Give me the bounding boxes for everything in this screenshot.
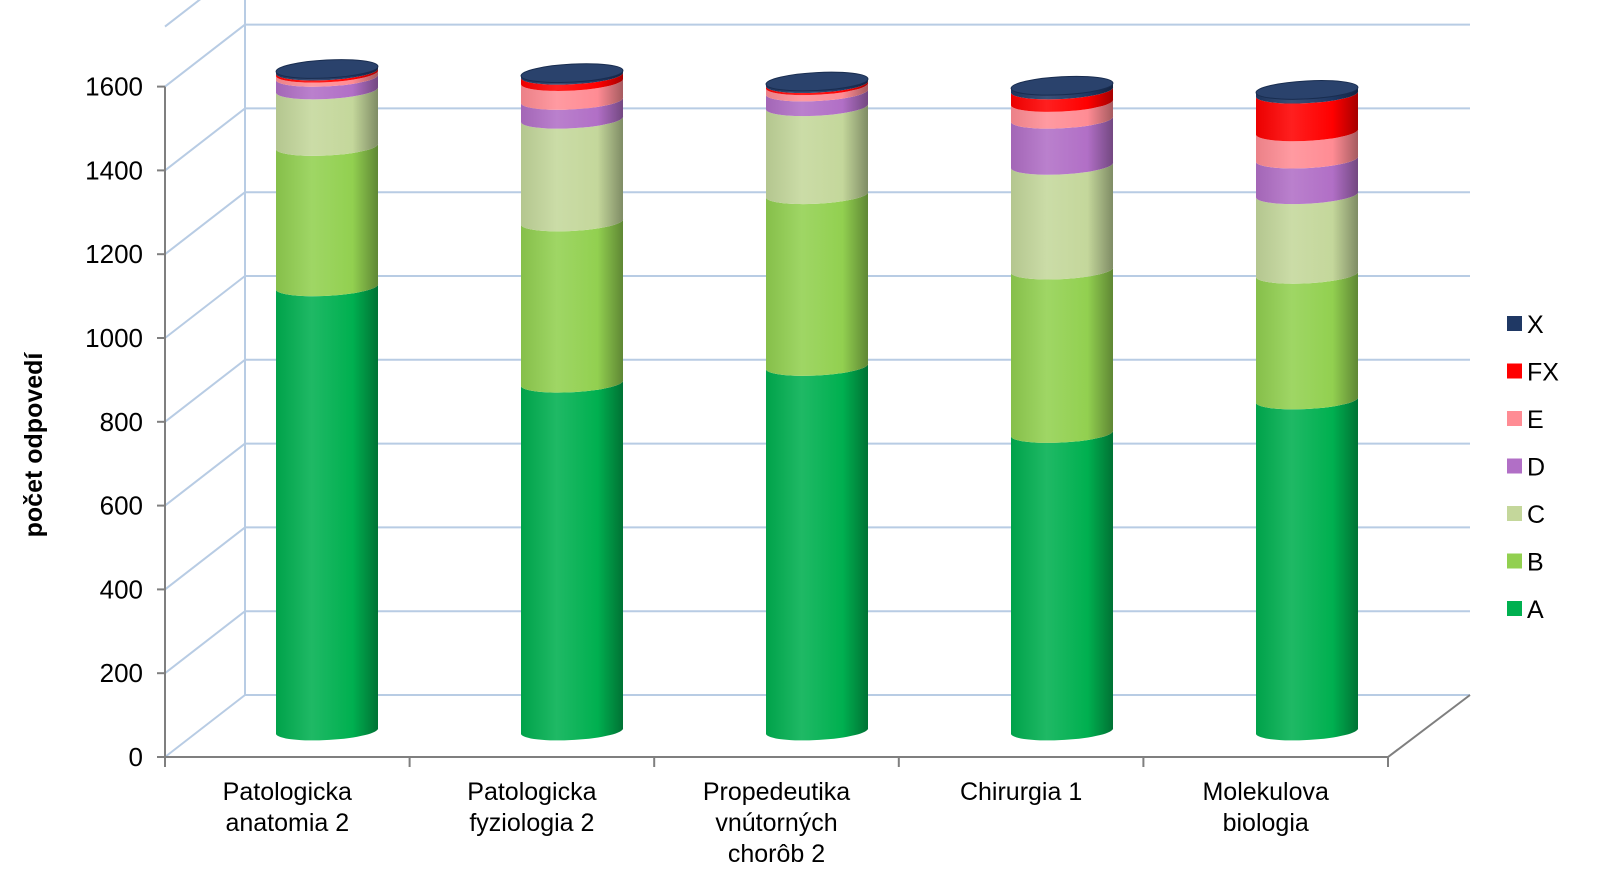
x-tick-label: Molekulova biologia [1202, 778, 1329, 837]
legend-label: FX [1527, 359, 1559, 387]
y-tick-label: 1000 [85, 323, 143, 353]
legend-swatch [1507, 458, 1522, 474]
legend-item-c: C [1507, 501, 1545, 529]
legend-swatch [1507, 316, 1522, 331]
bar-segment-e [521, 78, 624, 110]
bar-segment-fx [1011, 86, 1114, 112]
y-tick-label: 800 [100, 407, 143, 437]
legend-item-fx: FX [1507, 359, 1559, 387]
legend-label: D [1527, 454, 1545, 482]
x-tick-label: Patologicka anatomia 2 [223, 778, 352, 837]
legend-swatch [1507, 601, 1522, 616]
bar-segment-b [1256, 271, 1359, 410]
bar-segment-d [521, 97, 624, 129]
bar-segment-x [276, 65, 379, 81]
bar-segment-fx [276, 68, 379, 83]
y-tick-label: 1400 [85, 155, 143, 185]
legend-swatch [1507, 506, 1522, 521]
bar-segment-b [1011, 267, 1114, 443]
bar-segment-a [766, 363, 869, 741]
bar-segment-c [766, 103, 869, 205]
bar-top-cap [275, 59, 379, 79]
bar-top-cap [1255, 80, 1359, 100]
legend-item-a: A [1507, 596, 1544, 624]
bar-stack [765, 71, 869, 741]
y-tick-label: 600 [100, 491, 143, 521]
bar-segment-d [1256, 156, 1359, 205]
bar-segment-e [766, 82, 869, 102]
bar-segment-e [276, 70, 379, 87]
bar-segment-a [1256, 396, 1359, 741]
y-tick-label: 1600 [85, 72, 143, 102]
bar-stack [1010, 75, 1114, 741]
bar-segment-fx [521, 72, 624, 91]
legend-item-x: X [1507, 311, 1544, 339]
bar-segment-d [1011, 116, 1114, 175]
bar-segment-e [1011, 99, 1114, 129]
bars [275, 59, 1359, 741]
legend-label: X [1527, 311, 1544, 339]
y-tick-label: 0 [129, 742, 143, 772]
bar-segment-d [766, 89, 869, 117]
bar-top-cap [765, 71, 869, 92]
x-tick-label: Propedeutika vnútorných chorôb 2 [703, 778, 850, 868]
bar-segment-a [1011, 430, 1114, 741]
y-tick-labels: 0 200 400 600 800 1000 1200 1400 1600 [85, 72, 143, 772]
bar-segment-d [276, 74, 379, 100]
legend-swatch [1507, 553, 1522, 569]
legend-swatch [1507, 363, 1522, 379]
axes [157, 85, 1471, 767]
legend-item-d: D [1507, 454, 1545, 482]
bar-segment-a [276, 283, 379, 741]
bar-segment-fx [766, 80, 869, 96]
legend-label: C [1527, 501, 1545, 529]
gridline [164, 23, 1470, 88]
bar-top-cap [520, 63, 624, 84]
bar-segment-fx [1256, 91, 1359, 142]
bar-top-cap [1010, 75, 1114, 96]
y-tick-label: 200 [100, 658, 143, 688]
bar-stack [275, 59, 379, 741]
bar-segment-c [1011, 162, 1114, 280]
y-axis-title: počet odpovedí [20, 352, 48, 538]
bar-segment-c [1256, 191, 1359, 284]
bar-segment-b [276, 143, 379, 297]
legend-label: E [1527, 406, 1544, 434]
x-tick-label: Patologicka fyziologia 2 [467, 778, 596, 837]
bar-stack [1255, 80, 1359, 741]
bar-segment-x [521, 70, 624, 85]
bar-segment-c [521, 116, 624, 232]
bar-segment-x [766, 78, 869, 94]
bar-segment-e [1256, 128, 1359, 169]
x-tick-labels: Patologicka anatomia 2 Patologicka fyziolog… [223, 778, 1329, 868]
x-tick-label: Chirurgia 1 [960, 778, 1082, 806]
bar-segment-c [276, 86, 379, 156]
legend-swatch [1507, 411, 1522, 426]
bar-stack [520, 63, 624, 741]
bar-segment-b [766, 191, 869, 376]
legend-item-e: E [1507, 406, 1544, 434]
legend-label: B [1527, 549, 1544, 577]
legend-item-b: B [1507, 549, 1544, 577]
y-tick-label: 1200 [85, 239, 143, 269]
bar-segment-a [521, 380, 624, 741]
y-tick-label: 400 [100, 574, 143, 604]
legend-label: A [1527, 596, 1544, 624]
bar-segment-b [521, 218, 624, 393]
